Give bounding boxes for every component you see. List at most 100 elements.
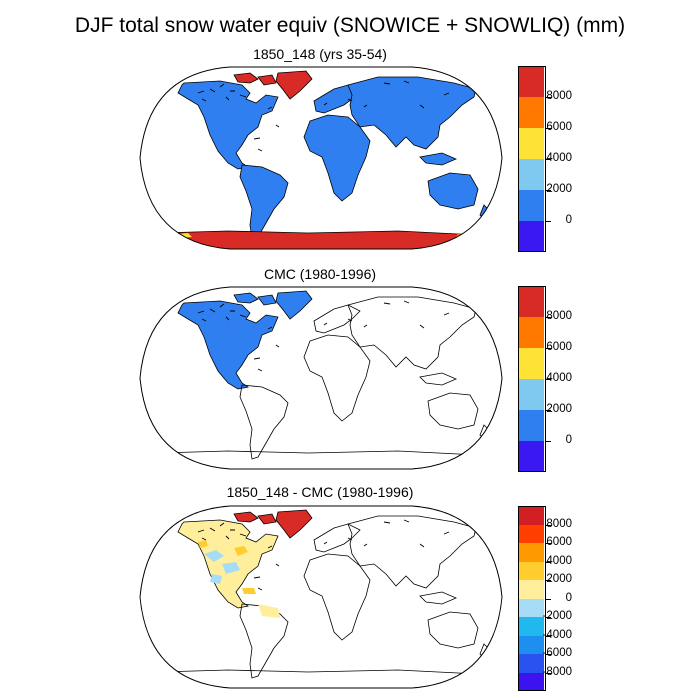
colorbar-tick xyxy=(546,221,551,222)
colorbar-segment xyxy=(518,286,544,317)
coast-mark xyxy=(267,326,273,330)
colorbar-segment xyxy=(518,617,544,636)
coast-mark xyxy=(201,98,207,102)
colorbar-tick xyxy=(546,128,551,129)
coast-mark xyxy=(257,587,263,591)
colorbar-segment xyxy=(518,410,544,441)
figure-title: DJF total snow water equiv (SNOWICE + SN… xyxy=(74,14,626,37)
colorbar-segment xyxy=(518,506,544,525)
coast-mark xyxy=(267,106,273,110)
difference-patch xyxy=(234,546,248,556)
coast-mark xyxy=(257,148,263,152)
difference-patch xyxy=(258,604,280,618)
land-southeast-islands xyxy=(419,372,458,386)
coast-mark xyxy=(253,357,261,360)
coast-mark xyxy=(419,543,425,548)
land-southeast-islands xyxy=(419,591,458,605)
coast-mark xyxy=(383,82,391,85)
coast-mark xyxy=(253,576,261,579)
coast-mark xyxy=(225,96,230,101)
coast-mark xyxy=(403,80,410,84)
colorbar-tick xyxy=(546,672,551,674)
land-africa xyxy=(303,334,371,422)
land-australia xyxy=(427,392,479,430)
coast-mark xyxy=(197,90,205,94)
colorbar-label: 4000 xyxy=(546,554,572,567)
coast-mark xyxy=(347,318,353,322)
coast-mark xyxy=(363,324,368,328)
land-greenland xyxy=(275,290,313,320)
colorbar-tick xyxy=(546,543,551,544)
colorbar-label: 4000 xyxy=(546,152,572,164)
land-australia xyxy=(427,172,479,210)
difference-patch xyxy=(210,574,222,584)
land-europe xyxy=(313,304,361,334)
colorbar-segment xyxy=(518,348,544,379)
coast-mark xyxy=(219,303,225,308)
panel-title-model: 1850_148 (yrs 35-54) xyxy=(253,46,387,62)
colorbar-label: 2000 xyxy=(546,403,572,415)
colorbar-tick xyxy=(546,410,551,411)
coast-mark xyxy=(219,83,225,88)
colorbar-segment xyxy=(518,159,544,190)
coast-mark xyxy=(403,519,410,523)
colorbar-label: 2000 xyxy=(546,183,572,195)
colorbar-label: -8000 xyxy=(542,665,572,678)
coast-mark xyxy=(403,300,410,304)
colorbar-tick xyxy=(546,635,551,637)
colorbar-tick xyxy=(546,317,551,318)
land-north-america xyxy=(177,80,279,170)
colorbar-label: 0 xyxy=(565,591,572,604)
land-arctic-islands xyxy=(233,72,277,86)
colorbar-label: -2000 xyxy=(542,610,572,622)
colorbar-segment xyxy=(518,221,544,252)
land-greenland xyxy=(275,509,313,539)
colorbar-difference: -8000 -6000 -4000 -2000 0 2000 4000 6000 8000 xyxy=(518,506,572,691)
panel-title-difference: 1850_148 - CMC (1980-1996) xyxy=(226,484,414,500)
colorbar-segment xyxy=(518,561,544,580)
colorbar-tick xyxy=(546,159,551,160)
coast-mark xyxy=(363,543,368,547)
coast-mark xyxy=(253,137,261,140)
map-frame xyxy=(139,505,503,689)
land-europe xyxy=(313,523,361,553)
coast-mark xyxy=(363,104,368,108)
colorbar-label: 2000 xyxy=(546,573,572,585)
coast-mark xyxy=(239,533,247,537)
colorbar-label: 8000 xyxy=(546,90,572,102)
coast-mark xyxy=(197,310,205,314)
map-panel-difference xyxy=(139,505,503,689)
colorbar-cmc: 0 2000 4000 6000 8000 xyxy=(518,286,572,472)
land-australia xyxy=(427,611,479,649)
coast-mark xyxy=(443,531,450,535)
difference-patch xyxy=(198,540,208,548)
colorbar-label: 4000 xyxy=(546,372,572,384)
colorbar-label: 8000 xyxy=(546,310,572,322)
colorbar-label: 6000 xyxy=(546,536,572,548)
colorbar-tick xyxy=(546,441,551,442)
coast-mark xyxy=(219,522,225,527)
colorbar-outline xyxy=(518,506,546,691)
land-arctic-islands xyxy=(233,292,277,306)
coast-mark xyxy=(323,102,328,106)
coast-mark xyxy=(443,92,450,96)
coast-mark xyxy=(275,563,280,567)
land-antarctica xyxy=(148,230,493,249)
colorbar-tick xyxy=(546,580,551,581)
map-frame xyxy=(139,286,503,470)
colorbar-model: 0 2000 4000 6000 8000 xyxy=(518,66,572,252)
colorbar-segment xyxy=(518,672,544,691)
difference-patch xyxy=(242,588,256,594)
coast-mark xyxy=(383,302,391,305)
map-panel-model xyxy=(139,66,503,250)
coast-mark xyxy=(347,98,353,102)
map-frame xyxy=(139,66,503,250)
colorbar-segment xyxy=(518,543,544,562)
coast-mark xyxy=(383,521,391,524)
colorbar-label: 6000 xyxy=(546,341,572,353)
colorbar-label: 8000 xyxy=(546,517,572,530)
colorbar-tick xyxy=(546,97,551,98)
colorbar-segment xyxy=(518,66,544,97)
colorbar-segment xyxy=(518,654,544,673)
colorbar-segment xyxy=(518,598,544,617)
